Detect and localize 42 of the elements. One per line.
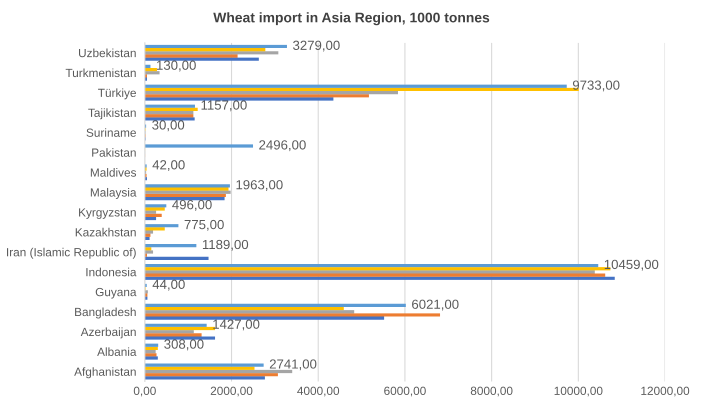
y-tick-label: Türkiye [98, 88, 136, 100]
data-label: 6021,00 [412, 300, 459, 310]
data-label: 1189,00 [202, 240, 248, 251]
y-tick-label: Iran (Islamic Republic of) [7, 248, 136, 259]
data-label: 10459,00 [604, 260, 658, 271]
chart-title: Wheat import in Asia Region, 1000 tonnes [213, 12, 490, 26]
data-label: 1427,00 [213, 320, 260, 330]
x-tick-label: 0,00 [134, 386, 156, 396]
y-tick-label: Turkmenistan [66, 68, 136, 78]
data-label: 44,00 [152, 280, 185, 291]
x-tick-label: 4000,00 [297, 386, 340, 396]
y-tick-label: Uzbekistan [79, 48, 136, 58]
data-label: 496,00 [172, 200, 212, 211]
y-tick-label: Albania [97, 347, 136, 356]
y-tick-label: Bangladesh [75, 307, 136, 318]
x-tick-label: 2000,00 [210, 386, 252, 396]
y-tick-label: Indonesia [86, 268, 136, 276]
data-label: 775,00 [184, 220, 224, 231]
y-tick-label: Afghanistan [74, 367, 136, 378]
data-label: 42,00 [152, 160, 185, 172]
y-tick-label: Kazakhstan [76, 228, 136, 236]
x-tick-label: 6000,00 [384, 386, 426, 396]
y-tick-label: Pakistan [92, 148, 136, 157]
y-tick-label: Malaysia [90, 188, 136, 199]
y-tick-label: Guyana [96, 288, 136, 299]
data-label: 1963,00 [236, 180, 283, 191]
data-label: 1157,00 [202, 100, 247, 112]
y-tick-label: Maldives [90, 168, 136, 177]
data-label: 2496,00 [259, 140, 306, 152]
x-tick-label: 12000,00 [641, 386, 690, 396]
data-label: 3279,00 [293, 40, 340, 52]
data-label: 2741,00 [270, 359, 316, 370]
x-tick-label: 8000,00 [470, 386, 513, 396]
y-tick-label: Azerbaijan [80, 327, 136, 338]
data-label: 308,00 [164, 339, 204, 350]
y-tick-label: Tajikistan [88, 108, 136, 120]
data-label: 130,00 [157, 60, 196, 72]
y-tick-label: Kyrgyzstan [79, 208, 136, 219]
data-label: 9733,00 [572, 80, 620, 92]
data-label: 30,00 [152, 120, 184, 132]
x-tick-label: 10000,00 [554, 386, 602, 396]
y-tick-label: Suriname [86, 128, 136, 137]
